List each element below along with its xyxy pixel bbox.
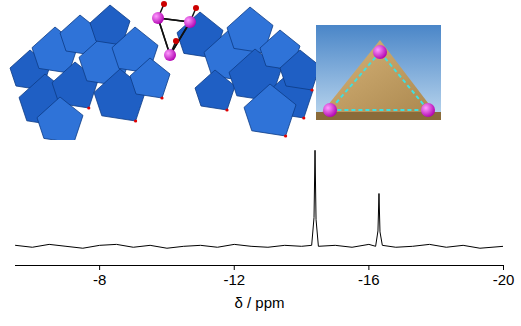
svg-text:-20: -20: [493, 271, 515, 288]
svg-text:-8: -8: [93, 271, 106, 288]
svg-text:-16: -16: [358, 271, 380, 288]
svg-text:-12: -12: [223, 271, 245, 288]
svg-text:δ / ppm: δ / ppm: [234, 294, 284, 311]
